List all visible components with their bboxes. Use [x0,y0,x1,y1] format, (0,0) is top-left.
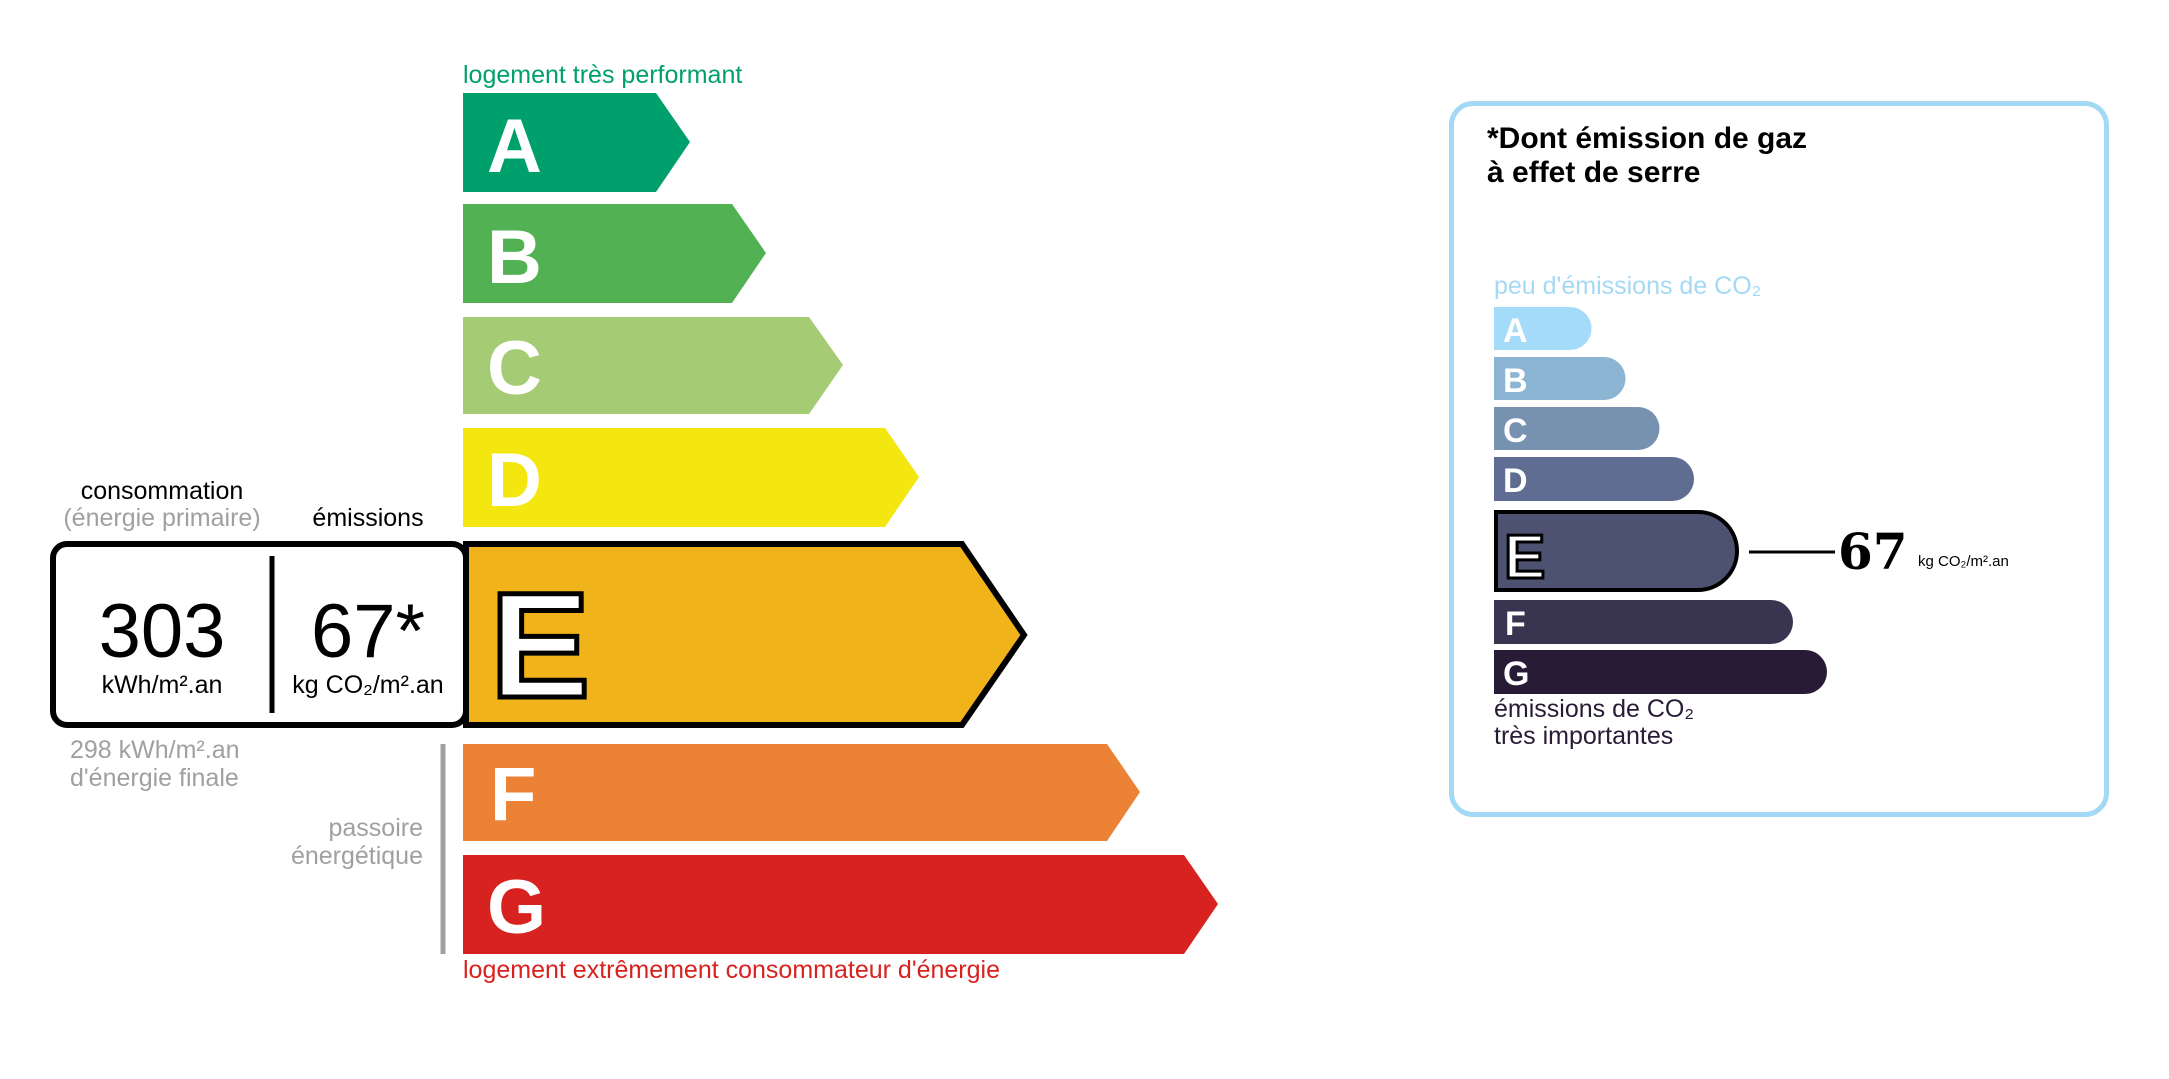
final-energy-line1: 298 kWh/m².an [70,736,240,764]
ghg-value: 67 [1838,522,1908,581]
emissions-label: émissions [312,504,424,532]
emissions-value: 67* [310,589,426,674]
ghg-title-line2: à effet de serre [1487,156,1701,189]
bar-c-letter: C [487,326,542,411]
energy-scale-bars: A B C D E F G [50,93,1218,954]
final-energy-line2: d'énergie finale [70,764,239,792]
bar-g-letter: G [487,865,546,950]
bar-d [463,428,919,527]
bar-b [463,204,766,303]
ghg-bottom-label-line1: émissions de CO₂ [1494,695,1695,723]
bar-g [463,855,1218,954]
passoire-line2: énergétique [290,842,423,870]
consumption-sublabel: (énergie primaire) [63,504,261,532]
ghg-unit: kg CO₂/m².an [1918,553,2009,570]
ghg-title-line1: *Dont émission de gaz [1487,122,1808,155]
bar-a [463,93,690,192]
ghg-panel [1449,101,2109,817]
consumption-value: 303 [98,589,226,674]
bar-c [463,317,843,414]
bar-f-letter: F [490,752,536,837]
ghg-bottom-label: émissions de CO₂ très importantes [1494,696,1694,750]
top-label: logement très performant [463,61,743,89]
bar-a-letter: A [487,104,542,189]
passoire-line1: passoire [328,814,424,842]
consumption-label: consommation [80,477,244,505]
bar-e-letter: E [490,561,590,729]
bottom-label: logement extrêmement consommateur d'éner… [463,956,1000,984]
bar-b-letter: B [487,215,542,300]
ghg-bottom-label-line2: très importantes [1494,722,1674,750]
bar-e [463,541,1028,728]
ghg-top-label: peu d'émissions de CO₂ [1494,272,1762,300]
consumption-unit: kWh/m².an [101,671,223,699]
ghg-title: *Dont émission de gaz à effet de serre [1487,122,1807,190]
bar-d-letter: D [487,438,542,523]
bar-f [463,744,1140,841]
emissions-unit: kg CO₂/m².an [292,671,444,699]
